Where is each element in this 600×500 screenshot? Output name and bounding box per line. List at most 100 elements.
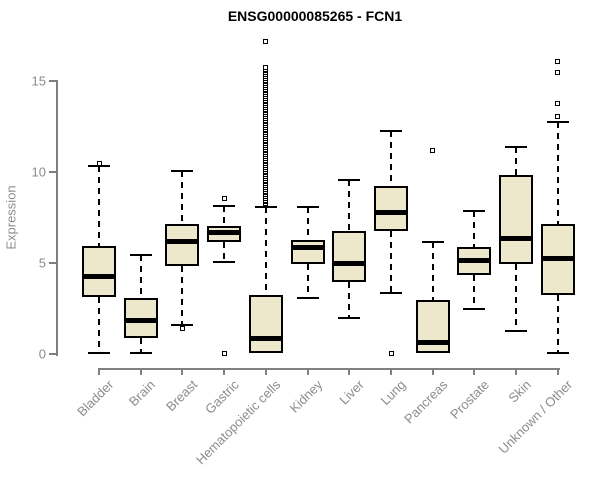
box-hematopoietic-cells [248, 294, 283, 353]
y-tick-label: 0 [38, 346, 46, 362]
x-tick-label: Skin [505, 377, 534, 406]
whisker-cap-upper-brain [129, 253, 152, 256]
x-tick-label: Bladder [74, 377, 117, 420]
median-prostate [459, 257, 490, 263]
whisker-upper-liver [348, 180, 351, 232]
outlier-hematopoietic-cells [263, 64, 269, 70]
whisker-cap-upper-gastric [213, 204, 236, 207]
x-axis-tick [348, 368, 351, 375]
y-axis-line [56, 80, 58, 356]
x-tick-label: Prostate [447, 377, 493, 422]
whisker-cap-upper-kidney [296, 206, 319, 209]
x-axis-tick [223, 368, 226, 375]
whisker-lower-liver [348, 282, 351, 319]
x-axis-tick [390, 368, 393, 375]
x-axis-tick [181, 368, 184, 375]
median-breast [167, 239, 198, 245]
whisker-cap-lower-brain [129, 352, 152, 354]
box-lung [374, 185, 409, 232]
y-axis-tick [49, 262, 56, 264]
x-tick-label: Unknown / Other [495, 377, 576, 457]
whisker-upper-lung [390, 130, 393, 186]
x-axis-tick [515, 368, 518, 375]
outlier-breast [179, 325, 185, 331]
median-pancreas [417, 339, 448, 345]
y-tick-label: 5 [38, 255, 46, 271]
whisker-cap-upper-skin [505, 146, 528, 149]
y-tick-label: 10 [31, 164, 46, 180]
whisker-lower-brain [139, 338, 142, 353]
whisker-lower-gastric [223, 241, 226, 262]
whisker-cap-lower-bladder [88, 352, 110, 354]
x-tick-label: Liver [336, 377, 367, 408]
x-tick-label: Lung [377, 377, 409, 409]
whisker-cap-lower-unknown-other [546, 352, 569, 354]
outlier-unknown-other [555, 101, 561, 107]
median-skin [501, 235, 532, 241]
box-liver [332, 231, 367, 282]
whisker-upper-pancreas [431, 241, 434, 301]
y-axis-tick [49, 80, 56, 82]
whisker-lower-skin [515, 263, 518, 332]
whisker-lower-bladder [98, 296, 100, 353]
median-kidney [292, 244, 323, 250]
whisker-cap-upper-breast [171, 170, 194, 172]
box-skin [499, 174, 534, 264]
whisker-cap-upper-lung [380, 129, 403, 132]
whisker-cap-lower-breast [171, 323, 194, 326]
whisker-upper-unknown-other [556, 121, 559, 224]
outlier-hematopoietic-cells [263, 39, 269, 45]
whisker-upper-brain [139, 254, 142, 299]
box-pancreas [415, 300, 450, 353]
x-tick-label: Pancreas [400, 377, 451, 427]
outlier-gastric [221, 350, 227, 356]
x-axis-tick [473, 368, 476, 375]
median-liver [334, 261, 365, 267]
x-tick-label: Breast [162, 377, 201, 415]
box-bladder [82, 245, 116, 297]
x-axis-line [99, 368, 560, 370]
whisker-lower-kidney [306, 263, 309, 299]
whisker-cap-upper-prostate [463, 210, 486, 213]
whisker-upper-prostate [473, 211, 476, 248]
median-unknown-other [542, 255, 573, 261]
whisker-cap-upper-hematopoietic-cells [254, 206, 277, 209]
whisker-cap-upper-liver [338, 179, 361, 182]
whisker-cap-lower-prostate [463, 308, 486, 311]
whisker-lower-breast [181, 265, 184, 325]
whisker-cap-lower-liver [338, 317, 361, 320]
chart-title: ENSG00000085265 - FCN1 [227, 8, 403, 24]
x-axis-tick [431, 368, 434, 375]
median-gastric [209, 230, 240, 236]
x-tick-label: Gastric [202, 377, 242, 417]
outlier-unknown-other [555, 113, 561, 119]
whisker-cap-lower-lung [380, 291, 403, 294]
outlier-pancreas [430, 148, 436, 154]
median-brain [125, 317, 156, 323]
y-axis-tick [49, 171, 56, 173]
box-breast [165, 223, 200, 266]
whisker-cap-lower-kidney [296, 297, 319, 300]
x-axis-tick [139, 368, 142, 375]
whisker-upper-skin [515, 147, 518, 175]
whisker-cap-lower-skin [505, 330, 528, 333]
whisker-upper-gastric [223, 205, 226, 226]
whisker-lower-lung [390, 231, 393, 293]
box-kidney [290, 240, 325, 264]
whisker-lower-prostate [473, 274, 476, 310]
whisker-cap-upper-unknown-other [546, 120, 569, 123]
y-axis-tick [49, 353, 56, 355]
outlier-bladder [96, 161, 102, 167]
x-tick-label: Kidney [286, 377, 326, 416]
x-axis-tick [556, 368, 559, 375]
x-axis-tick [264, 368, 267, 375]
median-hematopoietic-cells [250, 335, 281, 341]
outlier-unknown-other [555, 59, 561, 65]
x-tick-label: Brain [126, 377, 159, 410]
whisker-lower-unknown-other [556, 294, 559, 353]
median-lung [376, 210, 407, 216]
whisker-upper-kidney [306, 207, 309, 241]
median-bladder [84, 274, 114, 280]
whisker-cap-lower-gastric [213, 261, 236, 263]
